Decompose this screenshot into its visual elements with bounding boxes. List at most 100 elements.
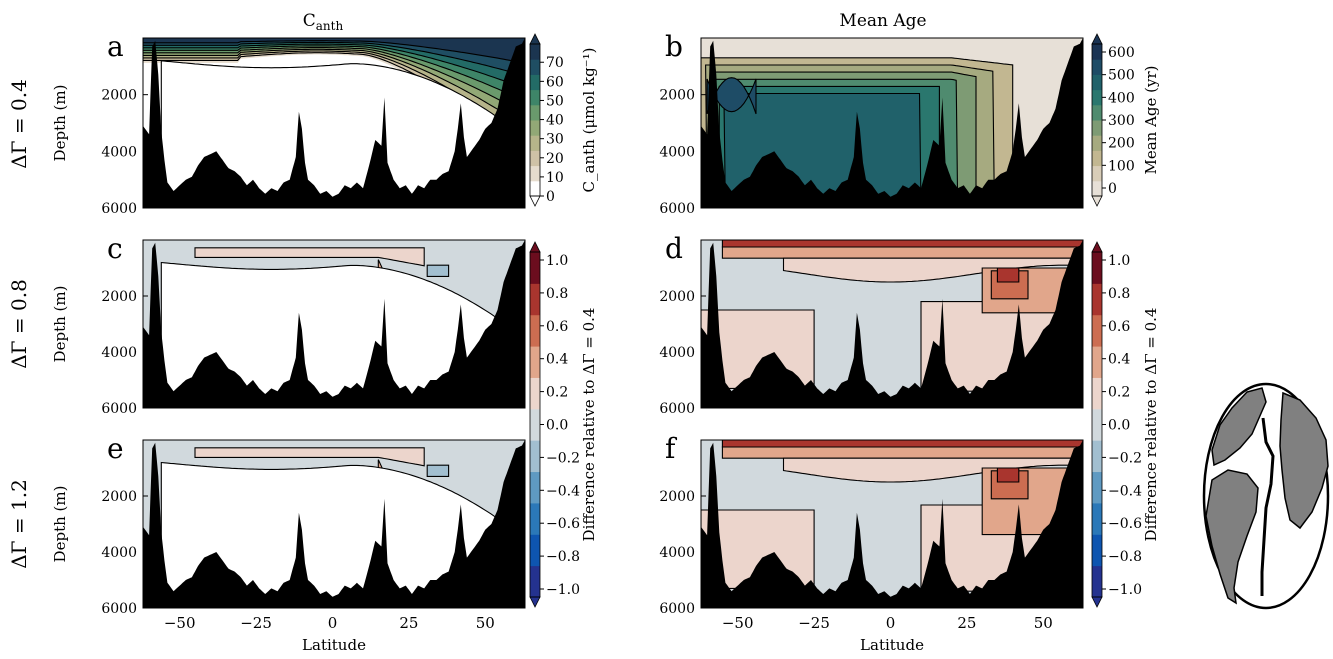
panel-e-bathymetry [143, 440, 525, 608]
colorbar-diff-right-tick-label: 1.0 [1108, 253, 1130, 269]
colorbar-diff-right-extend-min [1091, 596, 1103, 608]
x-tick-label: 25 [957, 614, 976, 632]
inset-map-section-track [1260, 417, 1275, 596]
panel-f-contour-band [721, 446, 1083, 459]
x-tick-label: 25 [399, 614, 418, 632]
title-mean-age: Mean Age [839, 11, 926, 31]
x-axis-label: Latitude [860, 636, 924, 654]
x-tick-label: −25 [240, 614, 272, 632]
colorbar-diff-right-tick-label: 0.2 [1108, 385, 1130, 401]
colorbar-canth-swatch [530, 165, 540, 182]
panel-c-contour-band [194, 247, 425, 267]
colorbar-diff-right-swatch [1092, 440, 1102, 473]
x-tick-label: −25 [798, 614, 830, 632]
inset-map-north-america [1211, 387, 1267, 467]
y-tick-label: 6000 [101, 201, 137, 217]
colorbar-diff-left-extend-max [529, 241, 541, 253]
colorbar-canth-label: C_anth (μmol kg⁻¹) [580, 48, 598, 193]
y-axis-label: Depth (m) [51, 85, 69, 162]
colorbar-diff-left-swatch [530, 565, 540, 598]
colorbar-diff-left-tick-label: −0.8 [546, 549, 580, 565]
colorbar-diff-right-swatch [1092, 565, 1102, 598]
panel-a-letter: a [107, 30, 124, 63]
colorbar-diff-right-swatch [1092, 252, 1102, 284]
panel-f-contour-band [782, 457, 1083, 483]
y-tick-label: 4000 [659, 345, 695, 361]
panel-d-contour-band [721, 246, 1083, 259]
colorbar-diff-right-tick-label: −0.8 [1108, 549, 1142, 565]
panel-d-contour-band [996, 267, 1020, 283]
y-tick-label: 4000 [659, 144, 695, 160]
x-axis-label: Latitude [302, 636, 366, 654]
colorbar-age-swatch [1092, 44, 1102, 60]
panel-c-letter: c [107, 232, 123, 265]
panel-e-letter: e [107, 432, 124, 465]
colorbar-diff-right-swatch [1092, 471, 1102, 504]
panel-d-frame [700, 239, 1084, 409]
colorbar-diff-left-swatch [530, 471, 540, 504]
colorbar-diff-right-swatch [1092, 283, 1102, 316]
colorbar-diff-left-tick-label: −1.0 [546, 582, 580, 598]
panel-a: a 2000 4000 6000 Depth (m) [51, 30, 526, 217]
colorbar-age-extend-min [1091, 195, 1103, 207]
colorbar-canth: 0 10 20 30 40 50 60 70 C_anth (μmol kg⁻¹) [529, 33, 598, 207]
panel-f-contour-band [996, 467, 1020, 483]
colorbar-age-swatch [1092, 59, 1102, 75]
colorbar-age-label: Mean Age (yr) [1142, 65, 1160, 174]
colorbar-age: 0 100 200 300 400 500 600 Mean Age (yr) [1091, 33, 1160, 207]
panel-b: b 2000 4000 6000 [659, 30, 1084, 217]
panel-d: d 2000 4000 6000 [659, 232, 1084, 417]
panel-c-bathymetry [143, 240, 525, 408]
x-tick-label: −50 [164, 614, 196, 632]
x-tick-label: 0 [886, 614, 896, 632]
colorbar-age-tick-label: 200 [1108, 136, 1135, 152]
colorbar-canth-swatch [530, 150, 540, 167]
y-axis-label: Depth (m) [51, 286, 69, 363]
x-tick-label: 0 [328, 614, 338, 632]
colorbar-canth-tick-label: 70 [546, 55, 564, 71]
colorbar-age-swatch [1092, 89, 1102, 106]
colorbar-diff-right-tick-label: −0.6 [1108, 516, 1142, 532]
colorbar-canth-swatch [530, 59, 540, 75]
y-tick-label: 2000 [659, 289, 695, 305]
colorbar-diff-right-tick-label: −0.4 [1108, 483, 1142, 499]
panel-f-letter: f [665, 432, 678, 465]
panel-e-contour-band [194, 447, 425, 467]
y-tick-label: 6000 [659, 201, 695, 217]
colorbar-canth-tick-label: 60 [546, 74, 564, 90]
colorbar-canth-swatch [530, 135, 540, 151]
panel-f-bathymetry [701, 440, 1083, 608]
colorbar-canth-tick-label: 20 [546, 151, 564, 167]
panel-e-no-data [160, 461, 511, 608]
panel-d-contour-band [721, 240, 1083, 248]
panel-b-field [701, 38, 1083, 208]
colorbar-diff-left-tick-label: −0.4 [546, 483, 580, 499]
colorbar-age-extend-max [1091, 33, 1103, 45]
colorbar-diff-right-swatch [1092, 377, 1102, 410]
colorbar-age-tick-label: 300 [1108, 113, 1135, 129]
y-tick-label: 4000 [101, 545, 137, 561]
colorbar-diff-left-swatch [530, 252, 540, 284]
colorbar-canth-tick-label: 40 [546, 113, 564, 129]
colorbar-diff-right-tick-label: −0.2 [1108, 450, 1142, 466]
colorbar-diff-left-swatch [530, 346, 540, 378]
colorbar-canth-tick-label: 30 [546, 132, 564, 148]
panel-f-field [701, 440, 1083, 608]
panel-e: e 2000 4000 6000 −50 −25 0 25 50 Depth (m) Latitud… [51, 432, 526, 654]
panel-c-contour-band [426, 264, 450, 277]
row-label-0: ΔΓ = 0.4 [7, 79, 31, 169]
y-tick-label: 4000 [659, 545, 695, 561]
colorbar-age-swatch [1092, 120, 1102, 136]
colorbar-diff-right: −1.0 −0.8 −0.6 −0.4 −0.2 0.0 0.2 0.4 0.6 0.8 1.0 Di… [1091, 241, 1160, 608]
colorbar-diff-right-swatch [1092, 502, 1102, 535]
panel-a-bathymetry [143, 38, 525, 208]
y-tick-label: 4000 [101, 345, 137, 361]
colorbar-diff-left-swatch [530, 440, 540, 473]
y-tick-label: 2000 [659, 88, 695, 104]
colorbar-diff-right-label: Difference relative to ΔΓ = 0.4 [1142, 308, 1160, 542]
y-tick-label: 4000 [101, 144, 137, 160]
panel-a-contour-band [143, 38, 525, 64]
panel-b-bathymetry [701, 38, 1083, 208]
title-canth: Canth [303, 11, 344, 33]
row-label-2: ΔΓ = 1.2 [7, 479, 31, 569]
